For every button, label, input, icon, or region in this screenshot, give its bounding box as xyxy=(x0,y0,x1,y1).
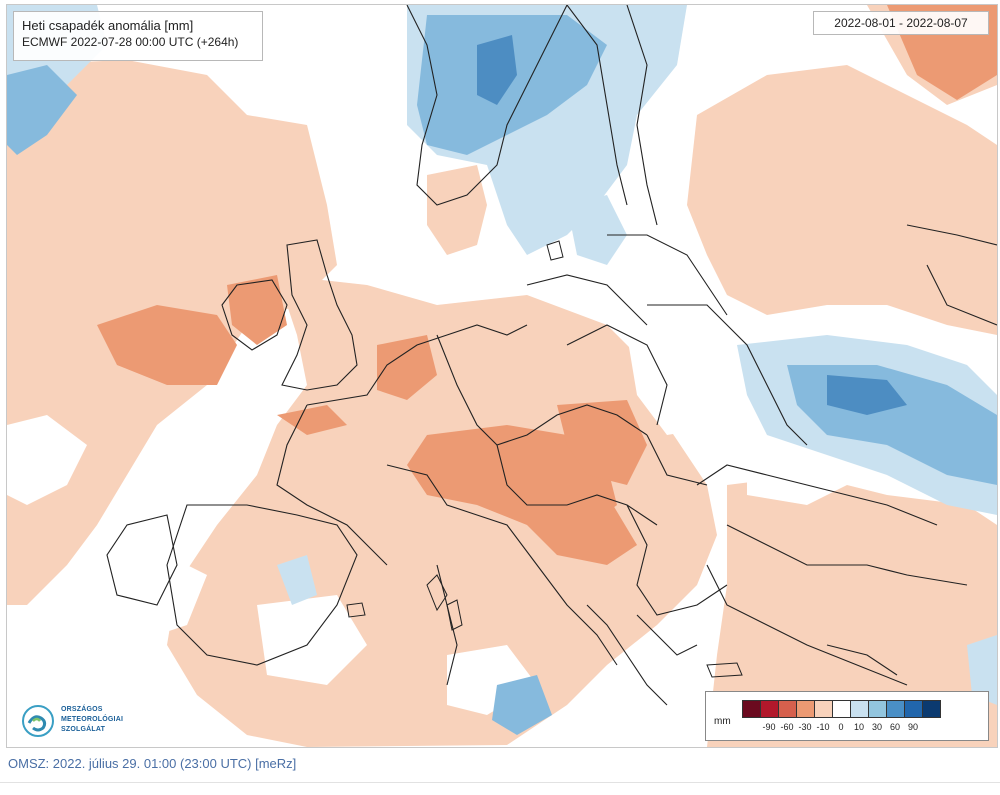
map-frame: Heti csapadék anomália [mm] ECMWF 2022-0… xyxy=(6,4,998,748)
wet-anomaly-dark xyxy=(477,35,907,415)
legend-swatch xyxy=(778,700,797,718)
footer-credit: OMSZ: 2022. július 29. 01:00 (23:00 UTC)… xyxy=(8,756,297,771)
color-legend: mm -90 -60 -30 -10 0 10 30 60 90 xyxy=(705,691,989,741)
legend-swatch xyxy=(868,700,887,718)
legend-tick-label: 10 xyxy=(853,722,865,732)
legend-tick-label: 30 xyxy=(871,722,883,732)
logo-line3: SZOLGÁLAT xyxy=(61,726,106,733)
forecast-period: 2022-08-01 - 2022-08-07 xyxy=(813,11,989,35)
legend-swatches xyxy=(742,700,941,718)
legend-swatch xyxy=(742,700,761,718)
legend-tick-label: -60 xyxy=(780,722,794,732)
country-borders xyxy=(106,5,997,706)
anomaly-map xyxy=(7,5,997,747)
legend-tick-label: 60 xyxy=(889,722,901,732)
logo-text: ORSZÁGOS METEOROLÓGIAI SZOLGÁLAT xyxy=(61,705,123,735)
logo-line1: ORSZÁGOS xyxy=(61,706,103,713)
legend-swatch xyxy=(922,700,941,718)
legend-swatch xyxy=(796,700,815,718)
legend-swatch xyxy=(760,700,779,718)
footer-divider xyxy=(0,782,1000,783)
legend-swatch xyxy=(904,700,923,718)
legend-tick-label: 0 xyxy=(838,722,844,732)
legend-tick-label: -90 xyxy=(762,722,776,732)
legend-tick-label: 90 xyxy=(907,722,919,732)
legend-swatch xyxy=(886,700,905,718)
legend-ticks: -90 -60 -30 -10 0 10 30 60 90 xyxy=(742,722,997,736)
omsz-logo-icon xyxy=(22,705,54,737)
legend-swatch xyxy=(814,700,833,718)
map-title-box: Heti csapadék anomália [mm] ECMWF 2022-0… xyxy=(13,11,263,61)
logo-line2: METEOROLÓGIAI xyxy=(61,716,124,723)
legend-tick-label: -10 xyxy=(816,722,830,732)
legend-swatch xyxy=(850,700,869,718)
islands xyxy=(346,240,743,678)
legend-tick-label: -30 xyxy=(798,722,812,732)
omsz-logo: ORSZÁGOS METEOROLÓGIAI SZOLGÁLAT xyxy=(15,699,139,743)
wet-anomaly-medium xyxy=(7,15,997,735)
map-title: Heti csapadék anomália [mm] xyxy=(22,18,194,33)
map-subtitle: ECMWF 2022-07-28 00:00 UTC (+264h) xyxy=(22,35,239,49)
legend-unit: mm xyxy=(714,716,731,727)
legend-swatch xyxy=(832,700,851,718)
